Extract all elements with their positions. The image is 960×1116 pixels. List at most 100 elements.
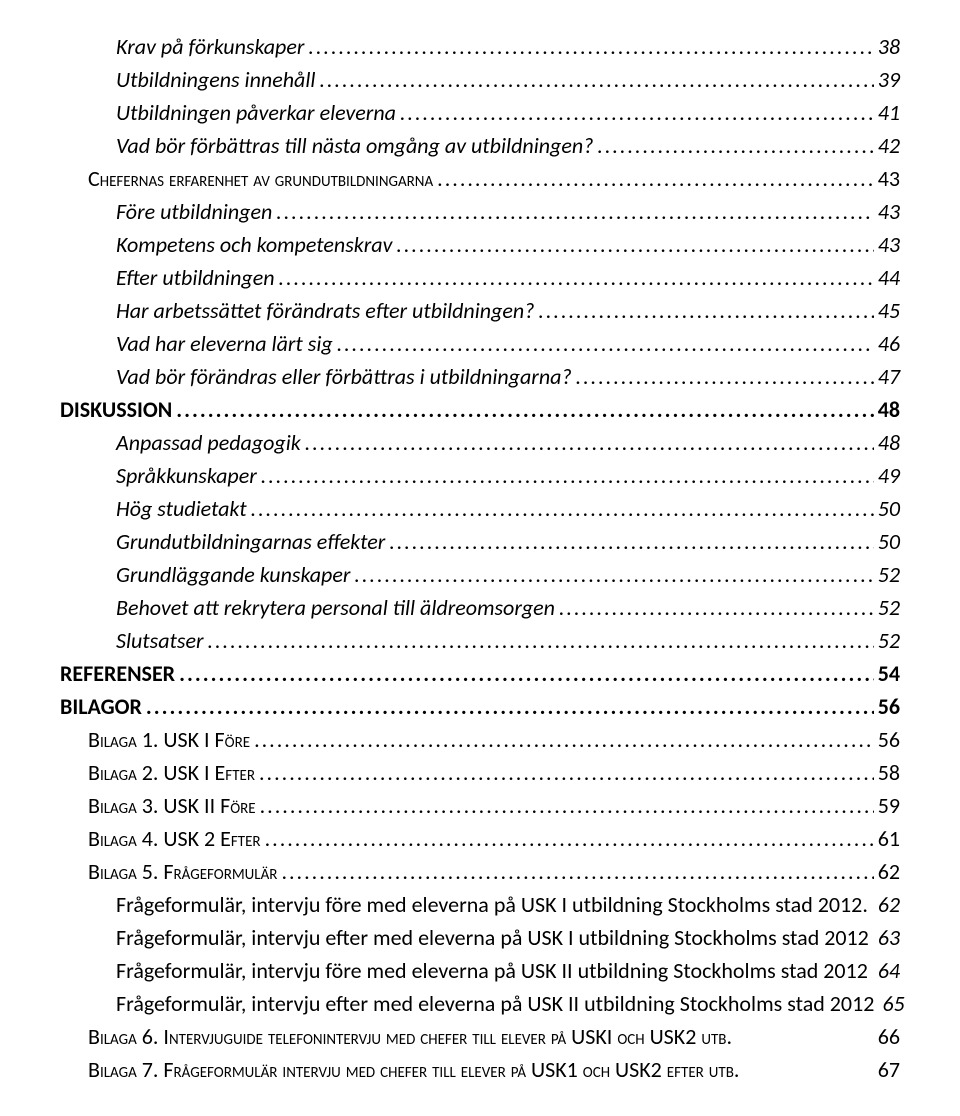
toc-label: Utbildningen påverkar eleverna [116,96,396,129]
toc-leader-dots [400,96,874,129]
toc-page-number: 48 [878,393,900,426]
toc-entry: Efter utbildningen44 [60,261,900,294]
toc-page-number: 52 [878,591,900,624]
toc-page-number: 43 [878,162,900,195]
toc-label: Före utbildningen [116,195,272,228]
toc-entry: Vad bör förbättras till nästa omgång av … [60,129,900,162]
toc-label: Vad bör förändras eller förbättras i utb… [116,360,572,393]
toc-leader-dots [146,690,874,723]
toc-entry: Kompetens och kompetenskrav43 [60,228,900,261]
toc-leader-dots [437,162,874,195]
toc-leader-dots [179,657,874,690]
toc-leader-dots [208,624,874,657]
toc-entry: Utbildningen påverkar eleverna 41 [60,96,900,129]
toc-leader-dots [319,63,873,96]
toc-label: Bilaga 1. USK I Före [88,723,250,756]
toc-label: Bilaga 3. USK II Före [88,789,256,822]
toc-leader-dots [308,30,873,63]
toc-leader-dots [254,723,874,756]
toc-label: Bilaga 6. Intervjuguide telefonintervju … [88,1020,732,1053]
toc-label: Vad har eleverna lärt sig [116,327,333,360]
toc-leader-dots [559,591,874,624]
toc-page-number: 56 [878,723,900,756]
toc-leader-dots [279,261,874,294]
toc-leader-dots [538,294,873,327]
toc-page-number: 46 [878,327,900,360]
toc-label: Frågeformulär, intervju före med elevern… [116,954,868,987]
toc-leader-dots [354,558,873,591]
toc-entry: Frågeformulär, intervju före med elevern… [60,954,900,987]
toc-page-number: 62 [878,855,900,888]
toc-leader-dots [396,228,873,261]
toc-page-number: 49 [878,459,900,492]
toc-label: Anpassad pedagogik [116,426,301,459]
toc-page-number: 44 [878,261,900,294]
toc-entry: Grundläggande kunskaper 52 [60,558,900,591]
toc-page-number: 62 [878,888,900,921]
toc-leader-dots [276,195,873,228]
toc-leader-dots [576,360,874,393]
toc-entry: Krav på förkunskaper 38 [60,30,900,63]
toc-page-number: 45 [878,294,900,327]
toc-entry: Bilaga 1. USK I Före 56 [60,723,900,756]
toc-leader-dots [176,393,873,426]
toc-leader-dots [597,129,873,162]
toc-label: Grundläggande kunskaper [116,558,350,591]
toc-entry: Hög studietakt50 [60,492,900,525]
toc-entry: Chefernas erfarenhet av grundutbildninga… [60,162,900,195]
toc-leader-dots [281,855,873,888]
toc-entry: Frågeformulär, intervju efter med elever… [60,921,900,954]
toc-entry: Bilaga 2. USK I Efter58 [60,756,900,789]
toc-page-number: 50 [878,525,900,558]
toc-list: Krav på förkunskaper38Utbildningens inne… [60,30,900,1086]
toc-entry: REFERENSER54 [60,657,900,690]
toc-container: { "toc": [ { "level": "lvl-2", "label": … [0,0,960,1116]
toc-page-number: 66 [878,1020,900,1053]
toc-leader-dots [389,525,873,558]
toc-entry: Bilaga 4. USK 2 Efter 61 [60,822,900,855]
toc-page-number: 67 [878,1053,900,1086]
toc-entry: BILAGOR56 [60,690,900,723]
toc-page-number: 38 [878,30,900,63]
toc-entry: Frågeformulär, intervju före med elevern… [60,888,900,921]
toc-label: Krav på förkunskaper [116,30,304,63]
toc-label: Kompetens och kompetenskrav [116,228,392,261]
toc-page-number: 41 [878,96,900,129]
toc-entry: Bilaga 7. Frågeformulär intervju med che… [60,1053,900,1086]
toc-entry: Utbildningens innehåll39 [60,63,900,96]
toc-label: Frågeformulär, intervju efter med elever… [116,987,874,1020]
toc-page-number: 52 [878,558,900,591]
toc-leader-dots [265,822,874,855]
toc-label: Utbildningens innehåll [116,63,315,96]
toc-entry: Grundutbildningarnas effekter 50 [60,525,900,558]
toc-entry: Vad bör förändras eller förbättras i utb… [60,360,900,393]
toc-label: Hög studietakt [116,492,247,525]
toc-label: Behovet att rekrytera personal till äldr… [116,591,555,624]
toc-entry: Anpassad pedagogik48 [60,426,900,459]
toc-page-number: 52 [878,624,900,657]
toc-leader-dots [259,756,874,789]
toc-page-number: 58 [878,756,900,789]
toc-page-number: 59 [878,789,900,822]
toc-page-number: 65 [882,987,904,1020]
toc-label: Frågeformulär, intervju efter med elever… [116,921,869,954]
toc-entry: Har arbetssättet förändrats efter utbild… [60,294,900,327]
toc-entry: Vad har eleverna lärt sig 46 [60,327,900,360]
toc-page-number: 63 [878,921,900,954]
toc-leader-dots [261,459,874,492]
toc-entry: Språkkunskaper49 [60,459,900,492]
toc-label: Grundutbildningarnas effekter [116,525,385,558]
toc-label: Bilaga 4. USK 2 Efter [88,822,261,855]
toc-entry: Bilaga 5. Frågeformulär 62 [60,855,900,888]
toc-entry: Bilaga 6. Intervjuguide telefonintervju … [60,1020,900,1053]
toc-page-number: 42 [878,129,900,162]
toc-label: Bilaga 5. Frågeformulär [88,855,277,888]
toc-label: BILAGOR [60,690,142,723]
toc-page-number: 47 [878,360,900,393]
toc-page-number: 61 [878,822,900,855]
toc-label: REFERENSER [60,657,175,690]
toc-label: Bilaga 7. Frågeformulär intervju med che… [88,1053,739,1086]
toc-entry: Före utbildningen43 [60,195,900,228]
toc-entry: Bilaga 3. USK II Före 59 [60,789,900,822]
toc-leader-dots [337,327,874,360]
